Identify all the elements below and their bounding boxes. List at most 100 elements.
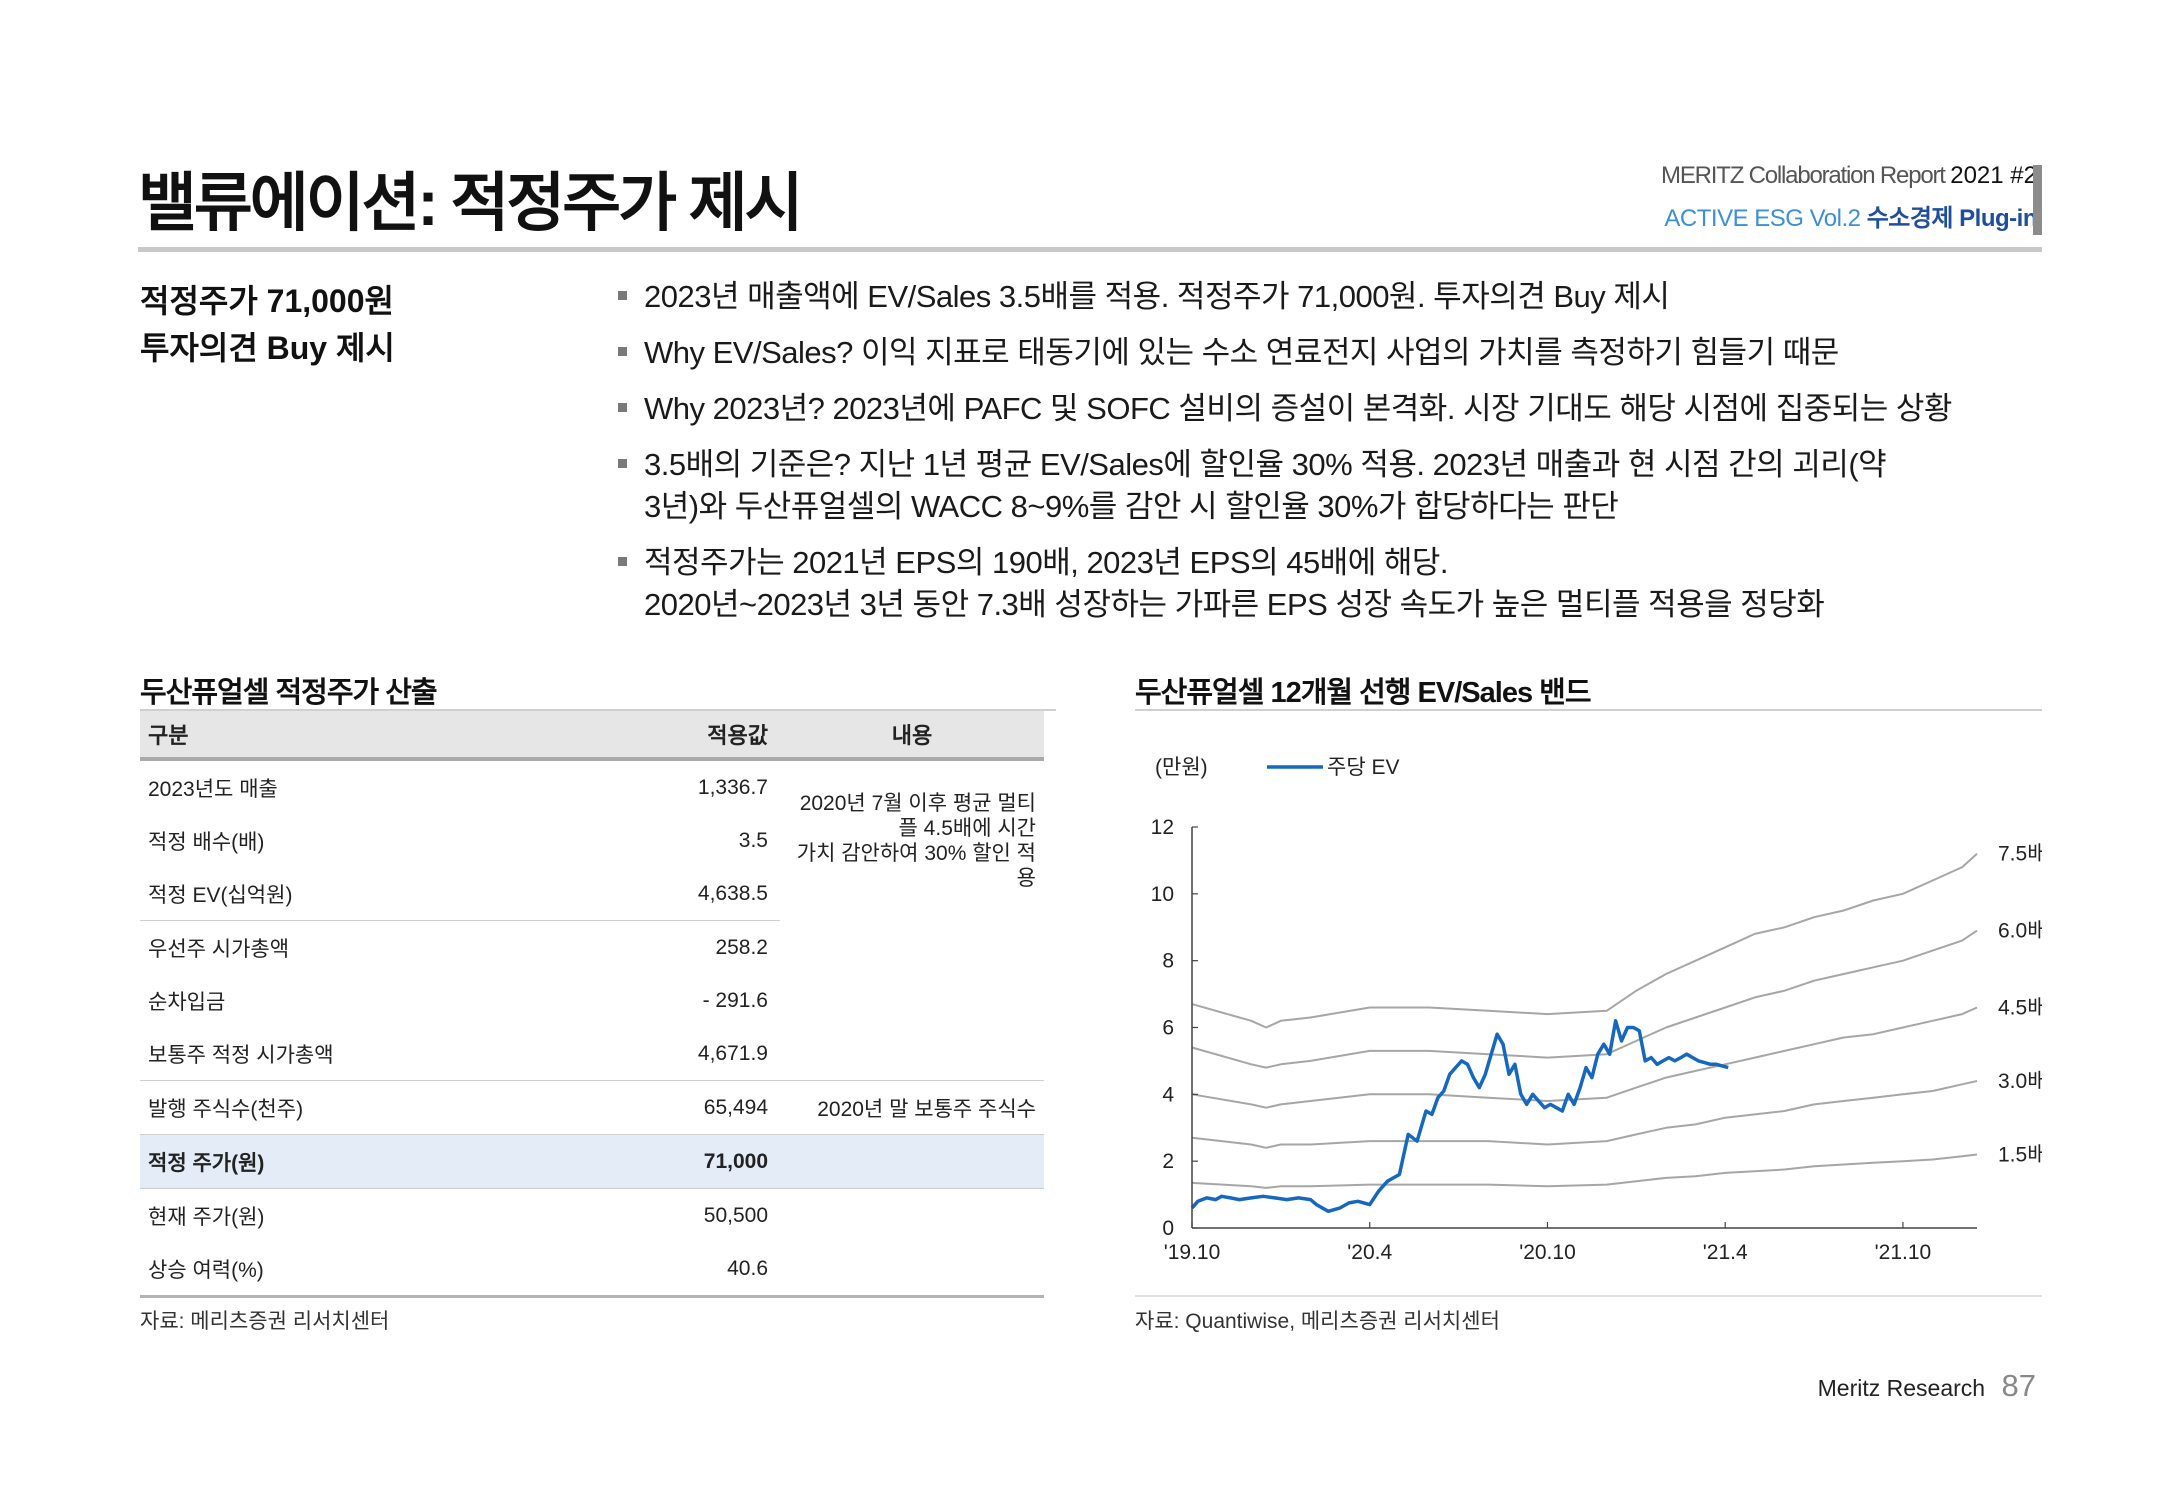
chart-source: 자료: Quantiwise, 메리츠증권 리서치센터: [1135, 1310, 1500, 1333]
report-series-line: ACTIVE ESG Vol.2 수소경제 Plug-in: [1661, 198, 2037, 233]
chart-bottom-divider: [1135, 1295, 2042, 1297]
table-source: 자료: 메리츠증권 리서치센터: [140, 1310, 390, 1333]
row-label: 발행 주식수(천주): [140, 1080, 545, 1135]
note-multiple: 2020년 7월 이후 평균 멀티플 4.5배에 시간 가치 감안하여 30% …: [780, 759, 1044, 921]
bullet-text: 적정주가는 2021년 EPS의 190배, 2023년 EPS의 45배에 해…: [644, 545, 1825, 622]
y-tick-label: 8: [1162, 950, 1174, 973]
bullet-text: 2023년 매출액에 EV/Sales 3.5배를 적용. 적정주가 71,00…: [644, 279, 1670, 314]
band-label: 7.5배: [1998, 843, 2042, 866]
bullet-item: 2023년 매출액에 EV/Sales 3.5배를 적용. 적정주가 71,00…: [618, 276, 2058, 318]
chart-axes: 0 2 4 6 8 10 12 '19.10 '20.4 '20.10 '21.4 '21.10: [1151, 816, 1977, 1264]
bullet-square-icon: [618, 347, 627, 356]
bullet-item: Why 2023년? 2023년에 PAFC 및 SOFC 설비의 증설이 본격…: [618, 388, 2058, 430]
bullet-item: 적정주가는 2021년 EPS의 190배, 2023년 EPS의 45배에 해…: [618, 542, 2058, 626]
band-line: [1191, 1080, 1978, 1149]
row-value: 40.6: [545, 1242, 780, 1298]
y-tick-label: 10: [1151, 883, 1174, 906]
row-label: 적정 주가(원): [140, 1134, 545, 1189]
band-line: [1191, 1153, 1978, 1189]
row-value: 50,500: [703, 1203, 768, 1227]
report-info: MERITZ Collaboration Report 2021 #2 ACTI…: [1661, 162, 2037, 233]
x-tick-label: '21.4: [1703, 1241, 1748, 1264]
ev-sales-band-chart: 0 2 4 6 8 10 12 '19.10 '20.4 '20.10 '21.4 '21.10 7.…: [1151, 756, 2042, 1264]
empty-cell: [780, 1027, 1044, 1081]
table-row: 보통주 적정 시가총액 4,671.9: [140, 1027, 1044, 1081]
bullet-item: 3.5배의 기준은? 지난 1년 평균 EV/Sales에 할인율 30% 적용…: [618, 444, 2058, 528]
footer-text: Meritz Research: [1817, 1375, 1986, 1401]
series-line-ev-per-share: [1190, 1019, 1729, 1214]
bullet-text: 3.5배의 기준은? 지난 1년 평균 EV/Sales에 할인율 30% 적용…: [644, 447, 1887, 524]
bullet-text: Why 2023년? 2023년에 PAFC 및 SOFC 설비의 증설이 본격…: [644, 391, 1952, 426]
page-number: 87: [2001, 1368, 2036, 1403]
table-row: 2023년도 매출 1,336.7 2020년 7월 이후 평균 멀티플 4.5…: [140, 759, 1044, 890]
x-tick-label: '19.10: [1164, 1241, 1221, 1264]
row-value: 3.5: [738, 828, 768, 852]
row-value: 258.2: [715, 935, 768, 959]
series-name: ACTIVE ESG Vol.2: [1664, 205, 1861, 232]
y-tick-label: 0: [1162, 1217, 1174, 1240]
summary-heading-line: 적정주가 71,000원: [140, 283, 394, 319]
bullet-square-icon: [618, 403, 627, 412]
table-header-cell: 적용값: [545, 711, 780, 761]
table-row: 현재 주가(원) 50,500: [140, 1189, 1044, 1243]
table-header-row: 구분 적용값 내용: [140, 711, 1044, 761]
y-unit-label: (만원): [1155, 756, 1208, 779]
row-value: 65,494: [545, 1080, 780, 1135]
bullet-square-icon: [618, 459, 627, 468]
row-value: 4,638.5: [545, 867, 780, 921]
y-tick-label: 4: [1162, 1083, 1174, 1106]
report-issue: 2021 #2: [1950, 162, 2037, 189]
table-row: 순차입금 - 291.6: [140, 974, 1044, 1027]
table-row: 발행 주식수(천주) 65,494 2020년 말 보통주 주식수: [140, 1080, 1044, 1135]
table-title-divider: [140, 709, 1056, 711]
bullet-square-icon: [618, 291, 627, 300]
band-label: 4.5배: [1998, 996, 2042, 1019]
valuation-table: 구분 적용값 내용 2023년도 매출 1,336.7 2020년 7월 이후 …: [140, 711, 1044, 1298]
x-tick-label: '21.10: [1875, 1241, 1932, 1264]
chart-title: 두산퓨얼셀 12개월 선행 EV/Sales 밴드: [1135, 677, 1591, 709]
header-accent-bar: [2033, 165, 2042, 235]
band-line: [1191, 852, 1978, 1029]
row-label: 현재 주가(원): [148, 1205, 265, 1229]
summary-heading: 적정주가 71,000원 투자의견 Buy 제시: [140, 278, 395, 372]
table-row: 상승 여력(%) 40.6: [140, 1242, 1044, 1298]
band-label: 6.0배: [1998, 920, 2042, 943]
table-header-cell: 내용: [780, 711, 1044, 761]
table-row-highlight: 적정 주가(원) 71,000: [140, 1134, 1044, 1189]
row-label: 2023년도 매출: [148, 777, 278, 801]
empty-cell: [780, 1134, 1044, 1189]
note-shares: 2020년 말 보통주 주식수: [780, 1080, 1044, 1135]
empty-cell: [780, 974, 1044, 1027]
row-label: 적정 EV(십억원): [140, 867, 545, 921]
chart-title-divider: [1135, 709, 2042, 711]
note-text: 2020년 7월 이후 평균 멀티플 4.5배에 시간 가치 감안하여 30% …: [796, 791, 1036, 890]
header-divider: [138, 247, 2042, 252]
chart-labels: 7.5배 6.0배 4.5배 3.0배 1.5배 (만원) 주당 EV: [1155, 756, 2042, 1166]
band-line: [1191, 929, 1978, 1069]
row-value: - 291.6: [702, 988, 768, 1012]
report-name: MERITZ Collaboration Report: [1661, 162, 1946, 189]
main-series: [1190, 1019, 1729, 1214]
legend-label: 주당 EV: [1327, 756, 1400, 779]
table-header-cell: 구분: [140, 711, 545, 761]
x-tick-label: '20.10: [1519, 1241, 1576, 1264]
bullet-square-icon: [618, 557, 627, 566]
x-tick-label: '20.4: [1347, 1241, 1392, 1264]
row-label: 순차입금: [148, 990, 226, 1014]
band-label: 1.5배: [1998, 1143, 2042, 1166]
summary-bullets: 2023년 매출액에 EV/Sales 3.5배를 적용. 적정주가 71,00…: [618, 276, 2058, 640]
y-tick-label: 12: [1151, 816, 1174, 839]
row-value: 4,671.9: [545, 1027, 780, 1081]
series-topic: 수소경제 Plug-in: [1866, 205, 2038, 232]
empty-cell: [780, 921, 1044, 975]
y-tick-label: 6: [1162, 1017, 1174, 1040]
band-label: 3.0배: [1998, 1070, 2042, 1093]
page-title: 밸류에이션: 적정주가 제시: [138, 167, 804, 239]
bullet-text: Why EV/Sales? 이익 지표로 태동기에 있는 수소 연료전지 사업의…: [644, 335, 1839, 370]
empty-cell: [780, 1242, 1044, 1298]
empty-cell: [780, 1189, 1044, 1243]
row-label: 적정 배수(배): [148, 830, 265, 854]
table-row: 우선주 시가총액 258.2: [140, 921, 1044, 975]
row-value: 71,000: [545, 1134, 780, 1189]
row-label: 우선주 시가총액: [148, 937, 290, 961]
